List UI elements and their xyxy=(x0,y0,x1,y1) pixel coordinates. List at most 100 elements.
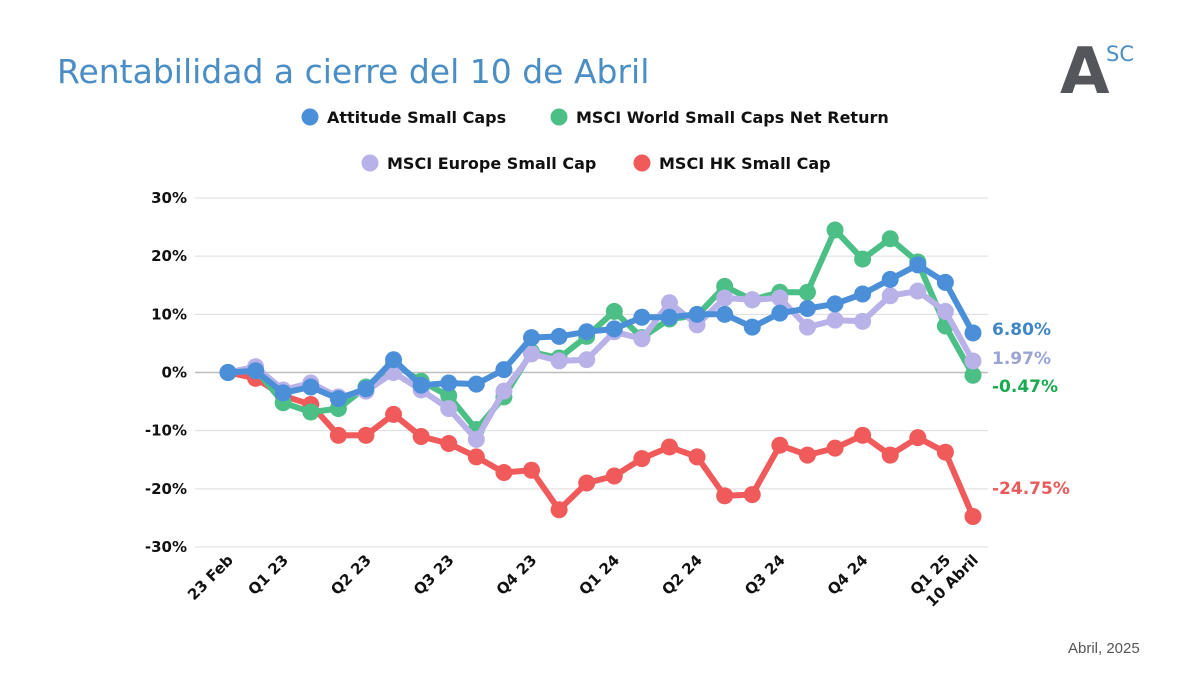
data-point xyxy=(550,501,568,519)
end-value-label: 1.97% xyxy=(992,349,1051,369)
series-msci-hk-small-cap xyxy=(219,364,982,525)
data-point xyxy=(440,400,458,418)
data-point xyxy=(716,487,734,505)
data-point xyxy=(385,351,403,369)
data-point xyxy=(688,448,706,466)
data-point xyxy=(660,438,678,456)
data-point xyxy=(633,308,651,326)
data-point xyxy=(605,302,623,320)
date-note: Abril, 2025 xyxy=(1068,640,1140,657)
logo-letter: A xyxy=(1060,35,1110,109)
data-point xyxy=(854,285,872,303)
data-point xyxy=(385,405,403,423)
y-tick-label: 10% xyxy=(151,305,187,323)
data-point xyxy=(523,345,541,363)
legend-label: MSCI HK Small Cap xyxy=(659,154,831,173)
legend-label: MSCI World Small Caps Net Return xyxy=(576,108,889,127)
data-point xyxy=(550,352,568,370)
data-point xyxy=(467,430,485,448)
x-tick-label: Q3 24 xyxy=(741,551,789,599)
x-tick-label: Q3 23 xyxy=(410,551,458,599)
data-point xyxy=(936,273,954,291)
data-point xyxy=(660,294,678,312)
x-tick-label: Q2 23 xyxy=(327,551,375,599)
data-point xyxy=(550,327,568,345)
x-tick-label: Q4 24 xyxy=(824,551,872,599)
data-point xyxy=(909,282,927,300)
data-point xyxy=(329,390,347,408)
data-point xyxy=(440,434,458,452)
data-point xyxy=(412,376,430,394)
data-point xyxy=(467,448,485,466)
y-tick-label: 30% xyxy=(151,189,187,207)
y-tick-label: 20% xyxy=(151,247,187,265)
data-point xyxy=(964,352,982,370)
data-point xyxy=(716,289,734,307)
logo-superscript: SC xyxy=(1106,42,1134,66)
data-point xyxy=(412,427,430,445)
data-point xyxy=(936,302,954,320)
data-point xyxy=(357,380,375,398)
data-point xyxy=(854,250,872,268)
data-point xyxy=(798,318,816,336)
data-point xyxy=(605,467,623,485)
data-point xyxy=(605,320,623,338)
y-tick-label: -30% xyxy=(145,538,187,556)
data-point xyxy=(909,429,927,447)
end-value-label: 6.80% xyxy=(992,320,1051,340)
legend-marker xyxy=(361,154,379,172)
series-line xyxy=(225,369,976,520)
data-point xyxy=(881,287,899,305)
chart-title: Rentabilidad a cierre del 10 de Abril xyxy=(57,52,650,91)
data-point xyxy=(881,230,899,248)
data-point xyxy=(578,351,596,369)
legend-label: Attitude Small Caps xyxy=(327,108,506,127)
x-tick-label: Q2 24 xyxy=(658,551,706,599)
data-point xyxy=(909,256,927,274)
series-attitude-small-caps xyxy=(219,256,982,408)
y-tick-label: 0% xyxy=(162,364,187,382)
data-point xyxy=(771,436,789,454)
legend-entry: MSCI World Small Caps Net Return xyxy=(550,108,889,127)
data-point xyxy=(716,277,734,295)
data-point xyxy=(743,486,761,504)
data-point xyxy=(467,375,485,393)
legend-marker xyxy=(550,108,568,126)
legend-entry: Attitude Small Caps xyxy=(301,108,506,127)
data-point xyxy=(274,384,292,402)
data-point xyxy=(523,329,541,347)
data-point xyxy=(798,283,816,301)
data-point xyxy=(495,382,513,400)
y-tick-label: -20% xyxy=(145,480,187,498)
data-point xyxy=(357,426,375,444)
series-line xyxy=(225,261,976,402)
data-point xyxy=(743,318,761,336)
data-point xyxy=(495,361,513,379)
data-point xyxy=(771,304,789,322)
data-point xyxy=(964,507,982,525)
data-point xyxy=(854,312,872,330)
data-point xyxy=(578,323,596,341)
data-point xyxy=(633,450,651,468)
data-point xyxy=(495,464,513,482)
data-point xyxy=(936,443,954,461)
data-point xyxy=(743,291,761,309)
legend-label: MSCI Europe Small Cap xyxy=(387,154,596,173)
data-point xyxy=(798,300,816,318)
data-point xyxy=(826,221,844,239)
data-point xyxy=(247,362,265,380)
data-point xyxy=(854,426,872,444)
data-point xyxy=(660,308,678,326)
end-value-label: -24.75% xyxy=(992,479,1070,499)
data-point xyxy=(881,270,899,288)
data-point xyxy=(633,330,651,348)
data-point xyxy=(826,439,844,457)
data-point xyxy=(440,387,458,405)
data-point xyxy=(798,446,816,464)
data-point xyxy=(964,366,982,384)
series-line xyxy=(225,227,976,433)
data-point xyxy=(440,374,458,392)
x-tick-label: 23 Feb xyxy=(184,551,237,604)
legend-entry: MSCI Europe Small Cap xyxy=(361,154,596,173)
data-point xyxy=(219,364,237,381)
